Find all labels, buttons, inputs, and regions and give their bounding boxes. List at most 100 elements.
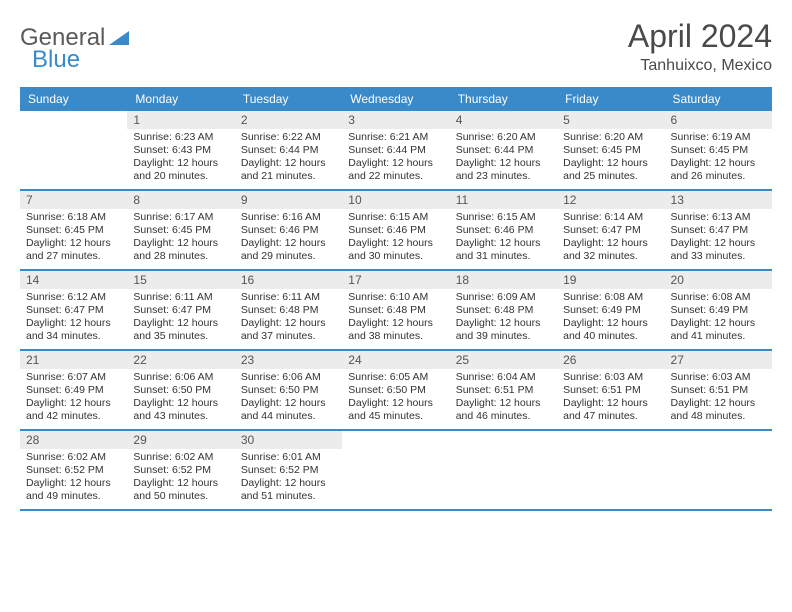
- calendar-cell: 3Sunrise: 6:21 AMSunset: 6:44 PMDaylight…: [342, 111, 449, 189]
- week-row: 1Sunrise: 6:23 AMSunset: 6:43 PMDaylight…: [20, 111, 772, 191]
- calendar-page: General April 2024 Tanhuixco, Mexico Blu…: [0, 0, 792, 531]
- sunrise-text: Sunrise: 6:20 AM: [456, 131, 551, 144]
- sunrise-text: Sunrise: 6:06 AM: [241, 371, 336, 384]
- sunset-text: Sunset: 6:49 PM: [26, 384, 121, 397]
- day-number: 17: [342, 271, 449, 289]
- day-number: 15: [127, 271, 234, 289]
- calendar-cell: 30Sunrise: 6:01 AMSunset: 6:52 PMDayligh…: [235, 431, 342, 509]
- cell-details: Sunrise: 6:02 AMSunset: 6:52 PMDaylight:…: [127, 449, 234, 508]
- daylight-line1: Daylight: 12 hours: [348, 317, 443, 330]
- calendar-cell: 5Sunrise: 6:20 AMSunset: 6:45 PMDaylight…: [557, 111, 664, 189]
- day-number: 30: [235, 431, 342, 449]
- cell-details: Sunrise: 6:15 AMSunset: 6:46 PMDaylight:…: [342, 209, 449, 268]
- daylight-line2: and 25 minutes.: [563, 170, 658, 183]
- daylight-line2: and 48 minutes.: [671, 410, 766, 423]
- day-number: 5: [557, 111, 664, 129]
- day-number: 14: [20, 271, 127, 289]
- day-number: 10: [342, 191, 449, 209]
- sunset-text: Sunset: 6:44 PM: [348, 144, 443, 157]
- day-number: 7: [20, 191, 127, 209]
- day-number: 27: [665, 351, 772, 369]
- daylight-line1: Daylight: 12 hours: [241, 157, 336, 170]
- daylight-line1: Daylight: 12 hours: [671, 237, 766, 250]
- calendar-cell: [665, 431, 772, 509]
- week-row: 28Sunrise: 6:02 AMSunset: 6:52 PMDayligh…: [20, 431, 772, 511]
- cell-details: Sunrise: 6:20 AMSunset: 6:45 PMDaylight:…: [557, 129, 664, 188]
- sunrise-text: Sunrise: 6:20 AM: [563, 131, 658, 144]
- daylight-line2: and 26 minutes.: [671, 170, 766, 183]
- daylight-line2: and 23 minutes.: [456, 170, 551, 183]
- cell-details: Sunrise: 6:18 AMSunset: 6:45 PMDaylight:…: [20, 209, 127, 268]
- sunset-text: Sunset: 6:46 PM: [241, 224, 336, 237]
- daylight-line1: Daylight: 12 hours: [456, 157, 551, 170]
- day-number: 9: [235, 191, 342, 209]
- daylight-line2: and 41 minutes.: [671, 330, 766, 343]
- calendar-cell: 27Sunrise: 6:03 AMSunset: 6:51 PMDayligh…: [665, 351, 772, 429]
- sunrise-text: Sunrise: 6:11 AM: [133, 291, 228, 304]
- daylight-line1: Daylight: 12 hours: [133, 157, 228, 170]
- daylight-line1: Daylight: 12 hours: [133, 237, 228, 250]
- month-title: April 2024: [628, 18, 772, 55]
- cell-details: Sunrise: 6:10 AMSunset: 6:48 PMDaylight:…: [342, 289, 449, 348]
- daylight-line1: Daylight: 12 hours: [241, 397, 336, 410]
- sunrise-text: Sunrise: 6:06 AM: [133, 371, 228, 384]
- sunset-text: Sunset: 6:49 PM: [563, 304, 658, 317]
- cell-details: Sunrise: 6:16 AMSunset: 6:46 PMDaylight:…: [235, 209, 342, 268]
- daylight-line2: and 37 minutes.: [241, 330, 336, 343]
- sunset-text: Sunset: 6:43 PM: [133, 144, 228, 157]
- calendar-cell: 13Sunrise: 6:13 AMSunset: 6:47 PMDayligh…: [665, 191, 772, 269]
- daylight-line1: Daylight: 12 hours: [26, 477, 121, 490]
- sunset-text: Sunset: 6:52 PM: [26, 464, 121, 477]
- cell-details: Sunrise: 6:09 AMSunset: 6:48 PMDaylight:…: [450, 289, 557, 348]
- day-number: 2: [235, 111, 342, 129]
- day-number: 6: [665, 111, 772, 129]
- sunset-text: Sunset: 6:45 PM: [26, 224, 121, 237]
- day-number: 24: [342, 351, 449, 369]
- dayhead-mon: Monday: [127, 87, 234, 111]
- daylight-line2: and 42 minutes.: [26, 410, 121, 423]
- day-number: 23: [235, 351, 342, 369]
- sunrise-text: Sunrise: 6:14 AM: [563, 211, 658, 224]
- daylight-line1: Daylight: 12 hours: [26, 397, 121, 410]
- week-row: 7Sunrise: 6:18 AMSunset: 6:45 PMDaylight…: [20, 191, 772, 271]
- daylight-line1: Daylight: 12 hours: [456, 397, 551, 410]
- daylight-line1: Daylight: 12 hours: [456, 317, 551, 330]
- daylight-line2: and 50 minutes.: [133, 490, 228, 503]
- cell-details: Sunrise: 6:20 AMSunset: 6:44 PMDaylight:…: [450, 129, 557, 188]
- calendar-cell: 8Sunrise: 6:17 AMSunset: 6:45 PMDaylight…: [127, 191, 234, 269]
- day-number: 21: [20, 351, 127, 369]
- daylight-line1: Daylight: 12 hours: [671, 317, 766, 330]
- brand-triangle-icon: [109, 27, 129, 50]
- day-number: 4: [450, 111, 557, 129]
- daylight-line1: Daylight: 12 hours: [348, 157, 443, 170]
- day-number: 19: [557, 271, 664, 289]
- daylight-line2: and 29 minutes.: [241, 250, 336, 263]
- title-block: April 2024 Tanhuixco, Mexico: [628, 18, 772, 75]
- sunset-text: Sunset: 6:51 PM: [456, 384, 551, 397]
- day-number: [665, 431, 772, 449]
- dayhead-fri: Friday: [557, 87, 664, 111]
- daylight-line1: Daylight: 12 hours: [26, 237, 121, 250]
- brand-word-2: Blue: [32, 46, 80, 73]
- daylight-line2: and 34 minutes.: [26, 330, 121, 343]
- calendar-cell: 14Sunrise: 6:12 AMSunset: 6:47 PMDayligh…: [20, 271, 127, 349]
- sunrise-text: Sunrise: 6:03 AM: [563, 371, 658, 384]
- dayhead-wed: Wednesday: [342, 87, 449, 111]
- day-number: [342, 431, 449, 449]
- day-number: [20, 111, 127, 129]
- daylight-line2: and 31 minutes.: [456, 250, 551, 263]
- calendar-cell: [20, 111, 127, 189]
- dayhead-sun: Sunday: [20, 87, 127, 111]
- cell-details: Sunrise: 6:06 AMSunset: 6:50 PMDaylight:…: [127, 369, 234, 428]
- calendar-cell: 22Sunrise: 6:06 AMSunset: 6:50 PMDayligh…: [127, 351, 234, 429]
- sunrise-text: Sunrise: 6:05 AM: [348, 371, 443, 384]
- calendar-cell: 7Sunrise: 6:18 AMSunset: 6:45 PMDaylight…: [20, 191, 127, 269]
- sunset-text: Sunset: 6:44 PM: [241, 144, 336, 157]
- daylight-line1: Daylight: 12 hours: [563, 317, 658, 330]
- cell-details: Sunrise: 6:12 AMSunset: 6:47 PMDaylight:…: [20, 289, 127, 348]
- daylight-line1: Daylight: 12 hours: [456, 237, 551, 250]
- cell-details: Sunrise: 6:23 AMSunset: 6:43 PMDaylight:…: [127, 129, 234, 188]
- calendar-cell: 16Sunrise: 6:11 AMSunset: 6:48 PMDayligh…: [235, 271, 342, 349]
- daylight-line2: and 22 minutes.: [348, 170, 443, 183]
- daylight-line1: Daylight: 12 hours: [671, 157, 766, 170]
